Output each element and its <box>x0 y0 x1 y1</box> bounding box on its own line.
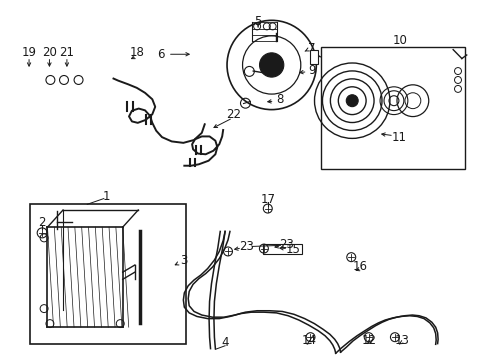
Text: 18: 18 <box>129 46 144 59</box>
Text: 6: 6 <box>157 48 164 61</box>
Text: 19: 19 <box>21 46 37 59</box>
Text: 2: 2 <box>39 216 46 229</box>
Text: 11: 11 <box>390 131 406 144</box>
Text: 1: 1 <box>103 190 110 203</box>
Text: 16: 16 <box>352 260 367 273</box>
Text: 8: 8 <box>276 94 284 107</box>
Text: 23: 23 <box>239 240 253 253</box>
Text: 13: 13 <box>393 333 408 347</box>
Text: 5: 5 <box>254 14 261 27</box>
Text: 9: 9 <box>308 64 316 77</box>
Bar <box>321 47 464 168</box>
Bar <box>30 204 186 343</box>
Text: 10: 10 <box>391 34 407 47</box>
Circle shape <box>346 95 357 107</box>
Text: 21: 21 <box>59 46 74 59</box>
Text: 4: 4 <box>221 336 228 350</box>
Text: 3: 3 <box>180 254 187 267</box>
Text: 14: 14 <box>302 333 316 347</box>
Text: 17: 17 <box>260 193 275 206</box>
Bar <box>263 244 301 253</box>
Text: 15: 15 <box>285 243 300 256</box>
Bar <box>310 50 318 63</box>
Text: 12: 12 <box>361 333 375 347</box>
Text: 22: 22 <box>225 108 241 121</box>
Circle shape <box>259 53 283 77</box>
Text: 20: 20 <box>42 46 57 59</box>
Text: 23: 23 <box>278 238 293 251</box>
Text: 7: 7 <box>307 42 315 55</box>
